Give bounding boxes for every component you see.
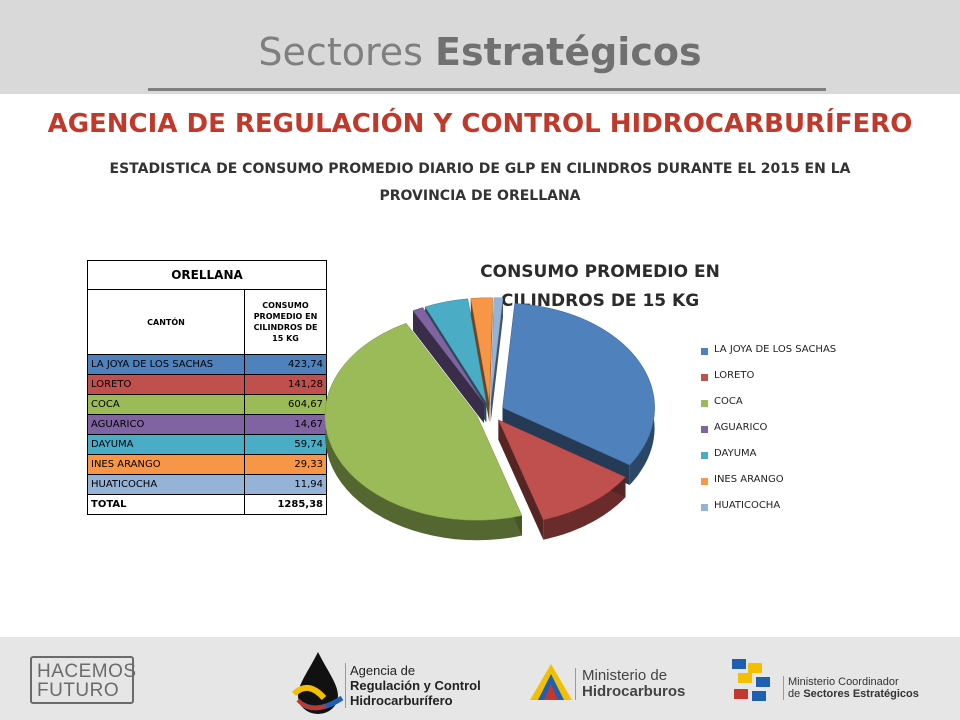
subtitle-line-1: ESTADISTICA DE CONSUMO PROMEDIO DIARIO D… <box>109 161 851 177</box>
subtitle-line-2: PROVINCIA DE ORELLANA <box>379 188 581 204</box>
table-row: LORETO 141,28 <box>87 374 327 395</box>
ministerio-coordinador-logo-icon <box>732 659 770 701</box>
ministerio-coordinador-name: Ministerio Coordinador de Sectores Estra… <box>783 676 919 700</box>
column-header-canton: CANTÓN <box>87 289 245 355</box>
legend-label: INES ARANGO <box>714 474 784 485</box>
arch-agency-name: Agencia de Regulación y Control Hidrocar… <box>345 663 481 708</box>
logo-text-line-1: HACEMOS <box>37 661 137 682</box>
arch-text-line-2: Regulación y Control <box>350 678 481 693</box>
legend-label: AGUARICO <box>714 422 768 433</box>
legend-swatch <box>701 504 708 511</box>
mc-text-line-2: Sectores Estratégicos <box>803 688 919 700</box>
legend-label: HUATICOCHA <box>714 500 781 511</box>
table-row: DAYUMA 59,74 <box>87 434 327 455</box>
total-label: TOTAL <box>87 494 245 515</box>
pie-slice <box>412 307 485 424</box>
table-total-row: TOTAL 1285,38 <box>87 494 327 515</box>
header-band <box>0 0 960 94</box>
pie-slice <box>490 297 504 423</box>
legend-swatch <box>701 478 708 485</box>
legend-swatch <box>701 400 708 407</box>
pie-slice <box>324 323 523 541</box>
legend-swatch <box>701 452 708 459</box>
total-value: 1285,38 <box>244 494 327 515</box>
arch-text-line-1: Agencia de <box>350 663 416 678</box>
page-title-bold: Estratégicos <box>435 30 702 74</box>
header-divider <box>148 88 826 91</box>
mh-text-line-2: Hidrocarburos <box>582 683 686 700</box>
table-row: COCA 604,67 <box>87 394 327 415</box>
pie-slice <box>470 297 493 423</box>
chart-title: CONSUMO PROMEDIO EN CILINDROS DE 15 KG <box>480 262 720 311</box>
arch-drop-logo-icon <box>291 652 344 714</box>
legend-label: COCA <box>714 396 743 407</box>
table-row: INES ARANGO 29,33 <box>87 454 327 475</box>
column-header-consumption: CONSUMO PROMEDIO EN CILINDROS DE 15 KG <box>244 289 327 355</box>
pie-slice <box>497 419 626 540</box>
ministerio-hidrocarburos-logo-icon <box>530 664 572 700</box>
page-title: Sectores Estratégicos <box>0 30 960 74</box>
legend-swatch <box>701 348 708 355</box>
report-subtitle: ESTADISTICA DE CONSUMO PROMEDIO DIARIO D… <box>40 156 920 210</box>
legend-label: LORETO <box>714 370 755 381</box>
logo-text-line-2: FUTURO <box>37 680 120 701</box>
arch-text-line-3: Hidrocarburífero <box>350 693 453 708</box>
legend-label: DAYUMA <box>714 448 757 459</box>
hacemos-futuro-logo: HACEMOS FUTURO <box>30 656 137 704</box>
mh-text-line-1: Ministerio de <box>582 667 668 684</box>
mc-text-line-1: Ministerio Coordinador <box>788 676 899 688</box>
mc-text-prefix: de <box>788 688 801 700</box>
agency-heading: AGENCIA DE REGULACIÓN Y CONTROL HIDROCAR… <box>47 109 913 139</box>
page-title-light: Sectores <box>258 30 423 74</box>
table-row: AGUARICO 14,67 <box>87 414 327 435</box>
consumption-table: ORELLANA CANTÓN CONSUMO PROMEDIO EN CILI… <box>87 260 327 515</box>
canton-value: 11,94 <box>244 474 327 495</box>
ministerio-hidrocarburos-name: Ministerio de Hidrocarburos <box>575 668 685 700</box>
legend-swatch <box>701 374 708 381</box>
legend-label: LA JOYA DE LOS SACHAS <box>714 344 837 355</box>
table-row: HUATICOCHA 11,94 <box>87 474 327 495</box>
legend-swatch <box>701 426 708 433</box>
footer-band <box>0 637 960 720</box>
